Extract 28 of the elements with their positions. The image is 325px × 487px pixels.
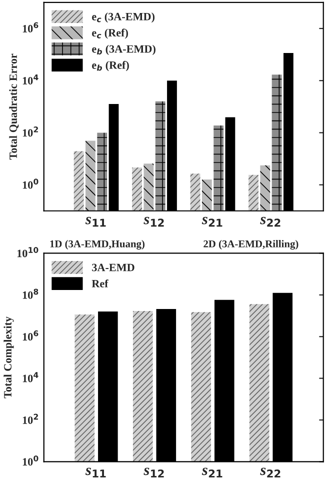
legend-label: 3A-EMD bbox=[92, 264, 134, 272]
text: 1D (3A-EMD,Huang) bbox=[50, 240, 144, 250]
x-tick-label: s$_{12}$ bbox=[144, 468, 164, 478]
legend-label: e$_{b}$ (Ref) bbox=[92, 60, 129, 72]
x-tick-label: s$_{21}$ bbox=[202, 216, 222, 227]
y-tick-label: 10$^{4}$ bbox=[22, 74, 38, 85]
x-tick-label: s$_{21}$ bbox=[202, 468, 222, 478]
legend-label: Ref bbox=[92, 279, 108, 288]
y-tick-label: 10$^{0}$ bbox=[22, 178, 38, 189]
y-tick-label: 10$^{6}$ bbox=[22, 22, 38, 32]
y-tick-label: 10$^{10}$ bbox=[17, 247, 38, 258]
x-tick-label: s$_{11}$ bbox=[85, 216, 106, 227]
x-tick-label: s$_{22}$ bbox=[260, 468, 280, 478]
legend-label: e$_{b}$ (3A-EMD) bbox=[92, 44, 156, 55]
y-axis-title: Total Complexity bbox=[4, 316, 14, 398]
y-axis-title: Total Quadratic Error bbox=[9, 54, 19, 160]
y-tick-label: 10$^{0}$ bbox=[22, 455, 38, 466]
legend-label: e$_{c}$ (Ref) bbox=[92, 28, 128, 39]
y-tick-label: 10$^{4}$ bbox=[22, 372, 38, 382]
y-tick-label: 10$^{8}$ bbox=[22, 288, 38, 299]
x-tick-label: s$_{12}$ bbox=[144, 216, 164, 227]
y-tick-label: 10$^{2}$ bbox=[22, 414, 38, 424]
y-tick-label: 10$^{2}$ bbox=[22, 126, 38, 137]
legend-label: e$_{c}$ (3A-EMD) bbox=[92, 12, 154, 23]
x-tick-label: s$_{22}$ bbox=[260, 216, 280, 227]
y-tick-label: 10$^{6}$ bbox=[22, 330, 38, 341]
x-tick-label: s$_{11}$ bbox=[85, 468, 106, 478]
text: 2D (3A-EMD,Rilling) bbox=[204, 240, 298, 250]
